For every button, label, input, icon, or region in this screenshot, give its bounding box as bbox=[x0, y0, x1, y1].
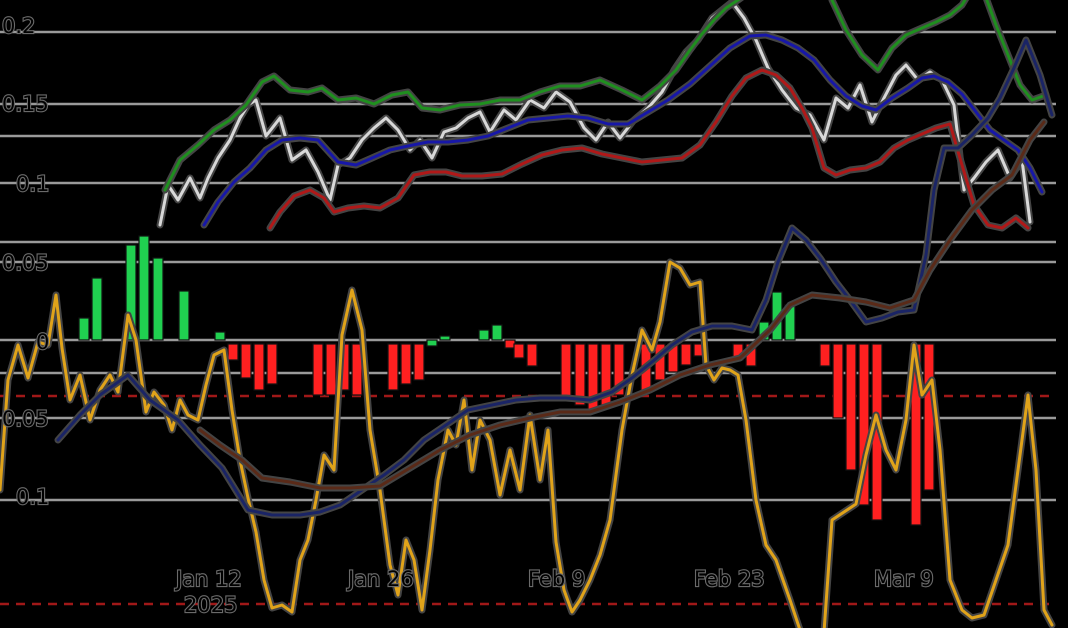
x-tick-feb-23: Feb 23 bbox=[694, 567, 765, 591]
hist-bar-6 bbox=[214, 331, 226, 341]
hist-bar-23 bbox=[513, 343, 525, 359]
hist-bar-20 bbox=[478, 329, 490, 341]
hist-bar-15 bbox=[387, 343, 399, 391]
series-price-halo bbox=[156, 0, 1034, 229]
hist-bar-9 bbox=[253, 343, 265, 391]
x-tick-mar-9: Mar 9 bbox=[874, 567, 934, 591]
hist-bar-46 bbox=[923, 343, 935, 491]
histogram-bars bbox=[78, 235, 935, 526]
hist-bar-21 bbox=[491, 324, 503, 341]
series-mid-band bbox=[202, 33, 1044, 227]
hist-bar-16 bbox=[400, 343, 412, 385]
hist-bar-25 bbox=[560, 343, 572, 401]
hist-bar-5 bbox=[178, 290, 190, 341]
y-tick-0: 0 bbox=[36, 330, 49, 354]
hist-bar-1 bbox=[91, 277, 103, 341]
hist-bar-18 bbox=[426, 339, 438, 347]
hist-bar-7 bbox=[227, 343, 239, 361]
hist-bar-40 bbox=[819, 343, 831, 367]
hist-bar-26 bbox=[574, 343, 586, 406]
hist-bar-43 bbox=[858, 343, 870, 506]
hist-bar-42 bbox=[845, 343, 857, 471]
hist-bar-11 bbox=[312, 343, 324, 396]
series-upper-band-2 bbox=[830, 0, 967, 72]
series-upper-band-3-halo bbox=[983, 0, 1050, 104]
hist-bar-17 bbox=[413, 343, 425, 381]
tick-labels: 0.2 0.15 0.1 0.05 0 0.05 0.1 Jan 12 2025… bbox=[1, 13, 935, 618]
y-tick-neg-0.05: 0.05 bbox=[2, 407, 49, 431]
hist-bar-3 bbox=[138, 235, 150, 341]
x-tick-jan-26: Jan 26 bbox=[346, 567, 414, 591]
y-tick-neg-0.1: 0.1 bbox=[16, 485, 49, 509]
hist-bar-29 bbox=[613, 343, 625, 396]
hist-bar-12 bbox=[325, 343, 337, 396]
hist-bar-19 bbox=[439, 335, 451, 341]
y-tick-0.15: 0.15 bbox=[2, 92, 49, 116]
hist-bar-2 bbox=[125, 244, 137, 341]
series-upper-band bbox=[163, 0, 741, 192]
hist-bar-24 bbox=[526, 343, 538, 367]
series-upper-band-2-halo bbox=[828, 0, 970, 74]
hist-bar-33 bbox=[680, 343, 692, 366]
series-oscillator bbox=[0, 260, 1054, 628]
y-tick-0.1: 0.1 bbox=[16, 172, 49, 196]
hist-bar-41 bbox=[832, 343, 844, 419]
hist-bar-8 bbox=[240, 343, 252, 379]
series-signal-1 bbox=[56, 38, 1054, 517]
series-price bbox=[158, 0, 1032, 227]
series-lower-band bbox=[268, 68, 1030, 230]
hist-bar-10 bbox=[266, 343, 278, 385]
y-tick-0.2: 0.2 bbox=[2, 14, 35, 38]
x-tick-year: 2025 bbox=[184, 593, 237, 617]
hist-bar-0 bbox=[78, 317, 90, 341]
x-tick-jan-12: Jan 12 bbox=[174, 567, 242, 591]
series-signal-2 bbox=[198, 120, 1046, 490]
y-tick-0.05: 0.05 bbox=[2, 251, 49, 275]
x-tick-feb-9: Feb 9 bbox=[528, 567, 585, 591]
hist-bar-4 bbox=[152, 257, 164, 341]
